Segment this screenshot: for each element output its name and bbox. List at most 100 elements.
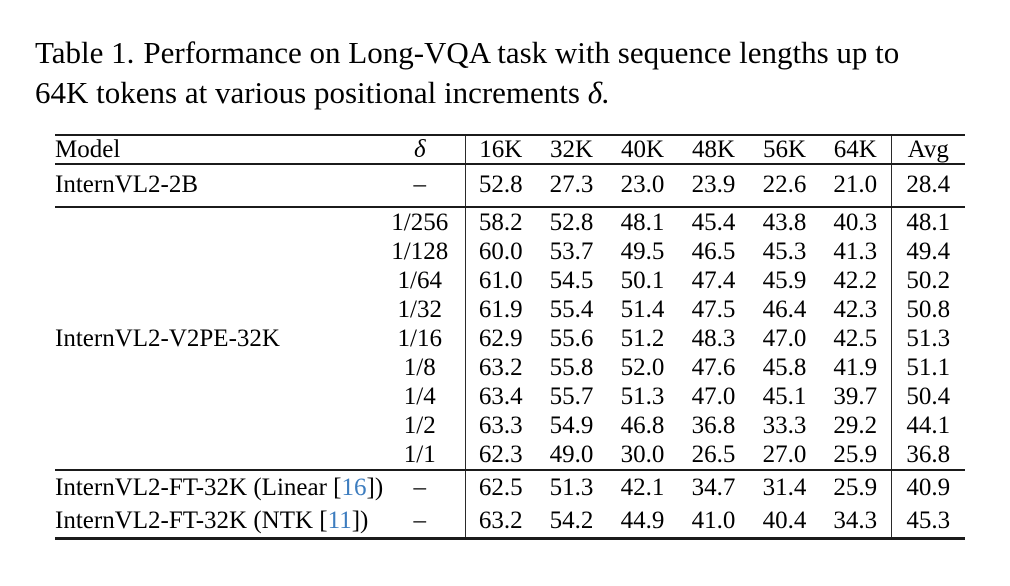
table-row: 1/64 61.0 54.5 50.1 47.4 45.9 42.2 50.2 — [55, 266, 965, 295]
score-cell: 33.3 — [762, 412, 807, 439]
score-cell: 50.1 — [620, 267, 665, 294]
table-row: InternVL2-2B – 52.8 27.3 23.0 23.9 22.6 21.0 28.… — [55, 164, 965, 207]
table-row: InternVL2-FT-32K (Linear [16]) – 62.5 51.3 4… — [55, 470, 965, 504]
model-cell: InternVL2-2B — [55, 164, 375, 207]
avg-cell: 36.8 — [890, 440, 965, 470]
table-row: 1/128 60.0 53.7 49.5 46.5 45.3 41.3 49.4 — [55, 237, 965, 266]
score-cell: 60.0 — [464, 237, 536, 266]
caption-label: Table 1. — [35, 35, 135, 70]
delta-cell: 1/4 — [403, 383, 436, 410]
score-cell: 58.2 — [464, 207, 536, 237]
delta-cell: – — [413, 474, 427, 501]
score-cell: 63.3 — [464, 411, 536, 440]
score-cell: 41.0 — [691, 507, 736, 534]
score-cell: 25.9 — [833, 441, 878, 468]
score-cell: 54.9 — [549, 412, 594, 439]
delta-cell: 1/64 — [397, 267, 442, 294]
score-cell: 45.9 — [762, 267, 807, 294]
table-row: 1/1 62.3 49.0 30.0 26.5 27.0 25.9 36.8 — [55, 440, 965, 470]
score-cell: 62.9 — [464, 324, 536, 353]
table-caption: Table 1. Performance on Long-VQA task wit… — [35, 33, 957, 113]
score-cell: 54.2 — [549, 507, 594, 534]
avg-cell: 50.4 — [890, 382, 965, 411]
delta-cell: 1/2 — [403, 412, 436, 439]
col-header-40k: 40K — [607, 135, 678, 165]
table-row: 1/2 63.3 54.9 46.8 36.8 33.3 29.2 44.1 — [55, 411, 965, 440]
avg-cell: 45.3 — [890, 504, 965, 539]
score-cell: 55.4 — [549, 296, 594, 323]
avg-cell: 28.4 — [890, 164, 965, 207]
delta-cell: 1/16 — [397, 325, 442, 352]
citation-link[interactable]: 11 — [327, 507, 352, 534]
score-cell: 42.2 — [833, 267, 878, 294]
score-cell: 41.3 — [833, 238, 878, 265]
model-cell: InternVL2-FT-32K (NTK [11]) — [55, 504, 375, 539]
delta-cell: 1/256 — [391, 209, 449, 236]
table-row: 1/8 63.2 55.8 52.0 47.6 45.8 41.9 51.1 — [55, 353, 965, 382]
score-cell: 52.0 — [620, 354, 665, 381]
score-cell: 47.4 — [691, 267, 736, 294]
score-cell: 36.8 — [691, 412, 736, 439]
avg-cell: 51.1 — [890, 353, 965, 382]
score-cell: 23.0 — [620, 171, 665, 198]
col-header-56k: 56K — [749, 135, 820, 165]
citation-link[interactable]: 16 — [341, 474, 367, 501]
col-header-model: Model — [55, 135, 375, 165]
col-header-32k: 32K — [536, 135, 607, 165]
model-name-text: InternVL2-FT-32K (Linear [ — [55, 474, 342, 501]
table-group-ft-baselines: InternVL2-FT-32K (Linear [16]) – 62.5 51.3 4… — [55, 470, 965, 539]
model-cell: InternVL2-FT-32K (Linear [16]) — [55, 470, 383, 504]
score-cell: 61.9 — [464, 295, 536, 324]
table-group-baseline: InternVL2-2B – 52.8 27.3 23.0 23.9 22.6 21.0 28.… — [55, 164, 965, 207]
score-cell: 61.0 — [464, 266, 536, 295]
avg-cell: 48.1 — [890, 207, 965, 237]
score-cell: 51.4 — [620, 296, 665, 323]
table-row: InternVL2-FT-32K (NTK [11]) – 63.2 54.2 44.9… — [55, 504, 965, 539]
score-cell: 45.8 — [762, 354, 807, 381]
score-cell: 51.2 — [620, 325, 665, 352]
score-cell: 41.9 — [833, 354, 878, 381]
model-name-text: ]) — [351, 507, 369, 534]
score-cell: 44.9 — [620, 507, 665, 534]
score-cell: 54.5 — [549, 267, 594, 294]
col-header-avg: Avg — [890, 135, 965, 165]
avg-cell: 49.4 — [890, 237, 965, 266]
score-cell: 47.0 — [762, 325, 807, 352]
score-cell: 23.9 — [691, 171, 736, 198]
table-row: 1/4 63.4 55.7 51.3 47.0 45.1 39.7 50.4 — [55, 382, 965, 411]
delta-cell: – — [413, 507, 427, 534]
score-cell: 46.4 — [762, 296, 807, 323]
avg-cell: 50.2 — [890, 266, 965, 295]
score-cell: 55.7 — [549, 383, 594, 410]
score-cell: 62.3 — [464, 440, 536, 470]
score-cell: 51.3 — [549, 474, 594, 501]
score-cell: 47.5 — [691, 296, 736, 323]
score-cell: 40.3 — [833, 209, 878, 236]
score-cell: 43.8 — [762, 209, 807, 236]
model-name-text: InternVL2-FT-32K (NTK [ — [55, 507, 328, 534]
score-cell: 45.3 — [762, 238, 807, 265]
score-cell: 34.7 — [691, 474, 736, 501]
avg-cell: 44.1 — [890, 411, 965, 440]
score-cell: 25.9 — [833, 474, 878, 501]
score-cell: 27.3 — [549, 171, 594, 198]
score-cell: 49.0 — [549, 441, 594, 468]
score-cell: 51.3 — [620, 383, 665, 410]
table-header: Model δ 16K 32K 40K 48K 56K 64K Avg — [55, 135, 965, 165]
score-cell: 29.2 — [833, 412, 878, 439]
score-cell: 45.1 — [762, 383, 807, 410]
delta-cell: – — [413, 171, 427, 198]
score-cell: 46.8 — [620, 412, 665, 439]
delta-cell: 1/8 — [403, 354, 436, 381]
table-header-row: Model δ 16K 32K 40K 48K 56K 64K Avg — [55, 135, 965, 165]
score-cell: 42.1 — [620, 474, 665, 501]
score-cell: 42.5 — [833, 325, 878, 352]
table-row: 1/16 62.9 55.6 51.2 48.3 47.0 42.5 51.3 — [55, 324, 965, 353]
delta-cell: 1/1 — [403, 441, 436, 468]
avg-cell: 50.8 — [890, 295, 965, 324]
delta-cell: 1/128 — [391, 238, 449, 265]
score-cell: 40.4 — [762, 507, 807, 534]
score-cell: 45.4 — [691, 209, 736, 236]
caption-delta-symbol: δ. — [587, 75, 610, 110]
table-group-v2pe: InternVL2-V2PE-32K 1/256 58.2 52.8 48.1 45.4 4… — [55, 207, 965, 470]
